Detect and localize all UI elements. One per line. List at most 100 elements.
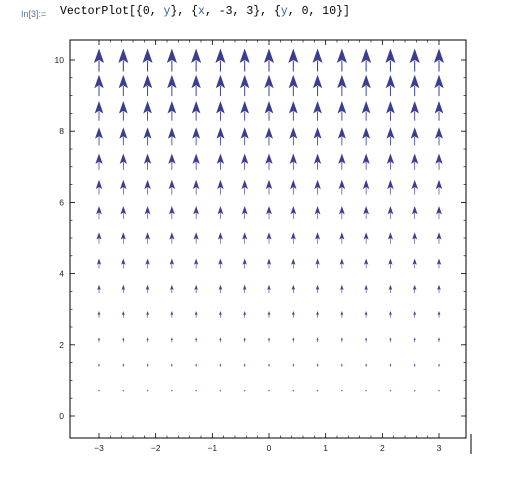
vector-arrow — [361, 101, 371, 121]
arrow-head — [437, 311, 441, 316]
arrow-head — [315, 284, 320, 290]
arrow-head — [169, 258, 175, 265]
arrow-head — [435, 179, 443, 190]
vector-arrow — [316, 311, 320, 318]
vector-arrow — [266, 206, 272, 220]
arrow-head — [215, 74, 226, 89]
input-cell[interactable]: In[3]:= VectorPlot[{0, y}, {x, -3, 3}, {… — [0, 0, 522, 26]
arrow-head — [96, 258, 102, 265]
arrow-head — [388, 258, 393, 265]
arrow-head — [313, 101, 322, 114]
arrow-head — [95, 127, 103, 139]
vector-arrow — [315, 284, 320, 293]
vector-arrow — [438, 389, 440, 392]
code-var-y: y — [163, 5, 171, 18]
vector-arrow — [95, 127, 103, 146]
code-part: VectorPlot[{0, — [60, 5, 164, 18]
y-tick-label: 2 — [59, 340, 64, 350]
arrow-head — [437, 284, 441, 290]
arrow-head — [362, 179, 370, 190]
arrow-head — [239, 74, 250, 89]
vector-arrow — [340, 337, 343, 343]
arrow-head — [437, 337, 441, 341]
arrow-head — [195, 389, 198, 391]
vector-arrow — [96, 258, 102, 269]
arrow-head — [433, 48, 445, 64]
arrow-head — [170, 311, 174, 316]
vector-arrow — [191, 48, 202, 72]
vector-arrow — [438, 363, 440, 367]
arrow-head — [96, 206, 102, 215]
vector-arrow — [194, 284, 198, 293]
vector-arrow — [142, 48, 153, 72]
arrow-head — [316, 337, 319, 341]
arrow-head — [365, 363, 368, 366]
vector-arrow — [314, 179, 321, 195]
arrow-head — [122, 337, 125, 341]
vector-arrow — [146, 311, 150, 318]
arrow-head — [363, 232, 369, 240]
vector-arrow — [242, 232, 248, 244]
arrow-head — [243, 311, 247, 316]
vector-arrow — [340, 389, 343, 392]
vector-arrow — [411, 206, 418, 220]
arrow-head — [292, 337, 295, 341]
arrow-head — [143, 153, 152, 164]
arrow-head — [291, 258, 296, 265]
arrow-head — [314, 179, 321, 190]
arrow-head — [364, 311, 368, 316]
arrow-head — [239, 48, 250, 64]
plot-frame-border — [69, 39, 467, 439]
vector-arrow — [411, 179, 418, 195]
vector-arrow — [290, 179, 297, 195]
arrow-head — [290, 179, 297, 190]
vector-arrow — [340, 311, 344, 318]
arrow-head — [94, 74, 104, 89]
vector-arrow — [243, 337, 246, 343]
x-tick-label: 3 — [437, 443, 442, 453]
arrow-head — [389, 337, 392, 341]
arrow-head — [410, 101, 420, 114]
arrow-head — [122, 389, 125, 391]
arrow-head — [411, 206, 418, 215]
output-cell: −3 −2 −1 0 1 2 3 0 2 4 6 8 10 — [0, 30, 522, 479]
code-var-y: y — [280, 5, 288, 18]
arrow-head — [386, 127, 395, 139]
vector-arrow — [167, 127, 176, 146]
vector-arrow — [170, 389, 173, 392]
arrow-head — [146, 389, 149, 391]
arrow-head — [142, 74, 153, 89]
input-code[interactable]: VectorPlot[{0, y}, {x, -3, 3}, {y, 0, 10… — [60, 5, 350, 18]
arrow-head — [242, 284, 247, 290]
vector-arrow — [93, 48, 105, 72]
vector-arrow — [143, 127, 152, 146]
arrow-head — [194, 284, 198, 290]
arrow-head — [363, 258, 369, 265]
vector-arrow — [241, 179, 248, 195]
arrow-head — [340, 389, 343, 391]
vector-arrow — [145, 258, 150, 269]
vector-arrow — [389, 363, 392, 367]
arrow-head — [312, 48, 323, 64]
vector-arrow — [243, 389, 246, 392]
vector-arrow — [215, 74, 226, 97]
vector-arrow — [340, 284, 344, 293]
arrow-head — [291, 311, 295, 316]
vector-arrow — [365, 363, 368, 367]
arrow-head — [241, 153, 249, 164]
vector-arrow — [97, 284, 101, 293]
vector-arrow — [264, 74, 274, 97]
vector-arrow — [339, 258, 345, 269]
arrow-head — [411, 179, 418, 190]
arrow-head — [194, 311, 198, 316]
arrow-head — [313, 153, 322, 164]
vector-arrow — [339, 232, 345, 244]
vector-arrow — [338, 153, 346, 170]
vector-arrow — [217, 179, 224, 195]
arrow-head — [191, 48, 202, 64]
vector-arrow — [169, 258, 175, 269]
tick-labels: −3 −2 −1 0 1 2 3 0 2 4 6 8 10 — [55, 55, 442, 453]
arrow-head — [264, 74, 274, 89]
vector-arrow — [289, 127, 298, 146]
vector-arrow — [120, 179, 127, 195]
